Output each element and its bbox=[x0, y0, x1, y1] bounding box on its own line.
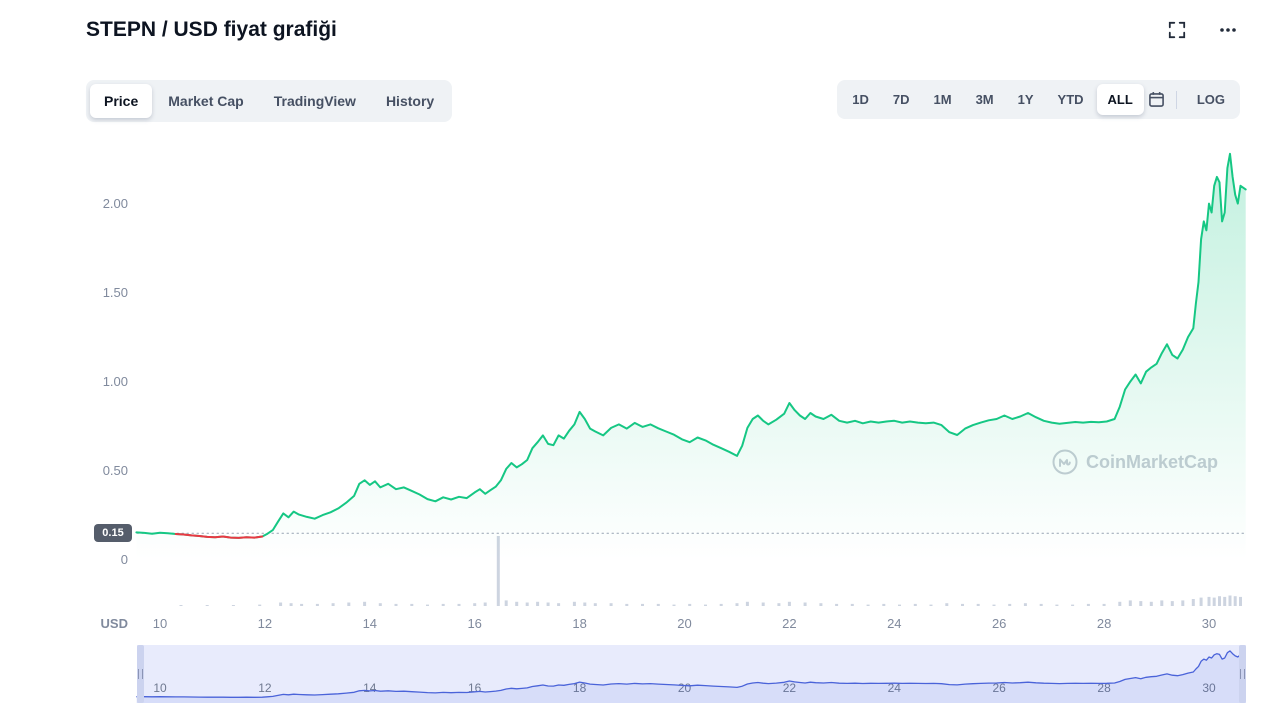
page-title: STEPN / USD fiyat grafiği bbox=[86, 18, 337, 41]
header: STEPN / USD fiyat grafiği bbox=[86, 18, 1240, 42]
range-1y[interactable]: 1Y bbox=[1007, 84, 1045, 115]
y-tick-label: 1.50 bbox=[102, 285, 128, 300]
x-tick-label: 22 bbox=[782, 616, 797, 631]
y-tick-label: 0.50 bbox=[102, 463, 128, 478]
currency-unit-label: USD bbox=[100, 616, 128, 631]
x-tick-label: 30 bbox=[1201, 616, 1217, 631]
y-tick-label: 1.00 bbox=[102, 374, 128, 389]
x-tick-label: 10 bbox=[152, 616, 168, 631]
header-icons bbox=[1166, 18, 1240, 42]
y-tick-label: 0 bbox=[120, 552, 128, 567]
x-tick-label: 20 bbox=[677, 616, 692, 631]
calendar-icon bbox=[1148, 92, 1164, 107]
x-tick-label: 26 bbox=[991, 616, 1007, 631]
view-tab-group: Price Market Cap TradingView History bbox=[86, 80, 453, 122]
x-tick-label: 18 bbox=[572, 616, 587, 631]
y-tick-label: 2.00 bbox=[102, 196, 128, 211]
x-tick-label: 12 bbox=[257, 616, 273, 631]
x-tick-label: 14 bbox=[362, 616, 378, 631]
x-tick-label: 24 bbox=[887, 616, 902, 631]
minimap-right-handle[interactable] bbox=[1239, 645, 1246, 703]
range-7d[interactable]: 7D bbox=[882, 84, 921, 115]
tab-price[interactable]: Price bbox=[90, 84, 153, 118]
price-chart[interactable] bbox=[137, 150, 1246, 606]
tab-market-cap[interactable]: Market Cap bbox=[154, 84, 257, 118]
x-tick-label: 28 bbox=[1096, 616, 1112, 631]
date-range-picker-button[interactable] bbox=[1146, 89, 1167, 110]
more-options-icon bbox=[1220, 28, 1236, 32]
minimap-brush[interactable] bbox=[137, 645, 1246, 703]
range-1m[interactable]: 1M bbox=[923, 84, 963, 115]
range-all[interactable]: ALL bbox=[1096, 84, 1144, 115]
fullscreen-icon bbox=[1168, 21, 1186, 39]
current-price-badge: 0.15 bbox=[94, 524, 132, 543]
fullscreen-button[interactable] bbox=[1166, 19, 1188, 41]
range-ytd[interactable]: YTD bbox=[1047, 84, 1095, 115]
range-1d[interactable]: 1D bbox=[841, 84, 880, 115]
controls-row: Price Market Cap TradingView History 1D … bbox=[86, 80, 1240, 122]
range-button-group: 1D 7D 1M 3M 1Y YTD ALL LOG bbox=[837, 80, 1240, 119]
x-tick-label: 16 bbox=[467, 616, 482, 631]
minimap-left-handle[interactable] bbox=[137, 645, 144, 703]
tab-tradingview[interactable]: TradingView bbox=[260, 84, 370, 118]
more-options-button[interactable] bbox=[1216, 18, 1240, 42]
log-scale-toggle[interactable]: LOG bbox=[1186, 84, 1236, 115]
tab-history[interactable]: History bbox=[372, 84, 448, 118]
divider bbox=[1175, 90, 1177, 109]
range-3m[interactable]: 3M bbox=[965, 84, 1005, 115]
